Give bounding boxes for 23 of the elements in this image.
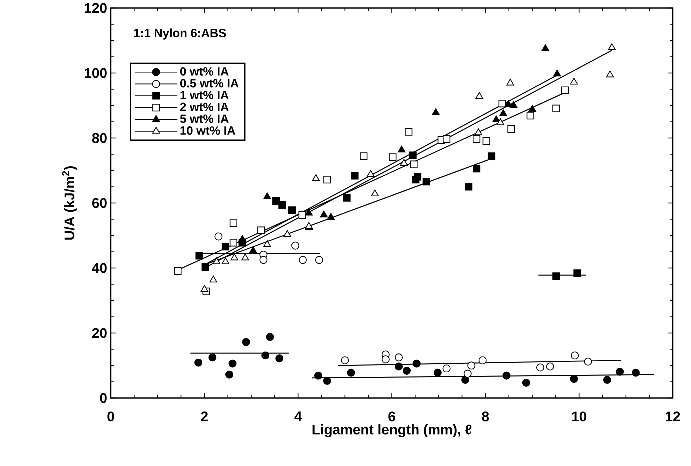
x-tick-label: 4	[294, 412, 302, 422]
y-tick-label: 120	[85, 3, 107, 14]
y-axis-title: U/A (kJ/m$^{2}$)	[62, 166, 78, 240]
text: 1:1 Nylon 6:ABS	[134, 28, 226, 40]
y-tick-label: 20	[92, 328, 107, 338]
legend-label: 5 wt% IA	[180, 114, 229, 124]
x-tick-label: 0	[108, 412, 114, 422]
legend-label: 0.5 wt% IA	[180, 79, 239, 88]
x-tick-label: 6	[388, 412, 396, 422]
legend-label: 1 wt% IA	[180, 90, 229, 100]
legend-label: 2 wt% IA	[180, 102, 229, 112]
x-axis-title: Ligament length (mm), ℓ	[312, 424, 472, 438]
y-tick-label: 60	[92, 198, 107, 208]
y-tick-label: 0	[100, 393, 107, 404]
x-tick-label: 8	[482, 412, 490, 422]
legend-label: 10 wt% IA	[180, 126, 236, 135]
x-tick-label: 2	[201, 412, 208, 422]
y-tick-label: 40	[92, 263, 107, 274]
y-tick-label: 80	[92, 133, 107, 144]
legend-label: 0 wt% IA	[180, 67, 229, 76]
x-tick-label: 10	[572, 412, 587, 422]
y-tick-label: 100	[85, 68, 107, 78]
x-tick-label: 12	[666, 412, 680, 422]
